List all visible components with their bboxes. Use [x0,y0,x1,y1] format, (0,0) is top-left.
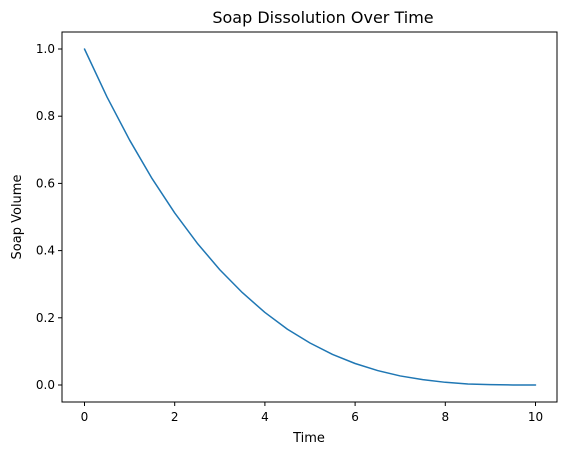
series-line-0 [83,48,537,386]
chart-title: Soap Dissolution Over Time [212,8,433,27]
x-tick-label: 2 [171,410,179,424]
y-tick-label: 0.2 [36,311,55,325]
x-tick-label: 10 [528,410,543,424]
x-tick-label: 0 [81,410,89,424]
y-tick-label: 0.6 [36,176,55,190]
y-tick-label: 0.4 [36,244,55,258]
x-axis: 0 2 4 6 8 10 [81,402,543,424]
x-tick-label: 6 [351,410,359,424]
x-tick-label: 4 [261,410,269,424]
x-axis-label: Time [292,431,325,446]
y-axis-label: Soap Volume [10,175,25,260]
plot-frame [61,31,558,403]
y-tick-label: 0.0 [36,378,55,392]
series-layer [83,48,537,386]
y-tick-label: 0.8 [36,109,55,123]
y-axis: 0.0 0.2 0.4 0.6 0.8 1.0 [36,42,62,392]
x-tick-label: 8 [441,410,449,424]
y-tick-label: 1.0 [36,42,55,56]
